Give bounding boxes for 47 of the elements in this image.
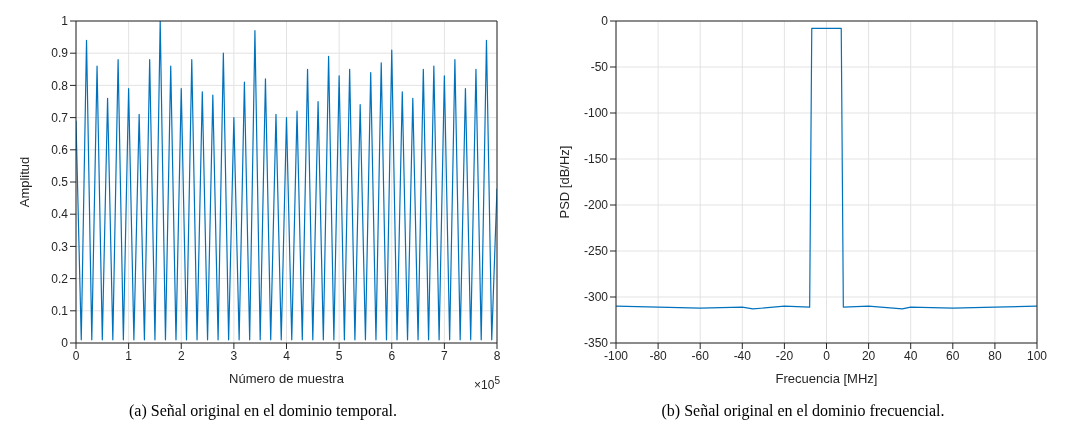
x-tick-label: 4 (283, 348, 291, 363)
y-tick-label: 0.2 (51, 271, 69, 286)
x-tick-label: 2 (177, 348, 185, 363)
x-tick-label: -20 (775, 348, 794, 363)
x-tick-label: 6 (388, 348, 396, 363)
y-tick-label: -300 (583, 290, 609, 305)
y-axis-title: Amplitud (16, 156, 32, 208)
y-tick-label: 0.4 (51, 207, 69, 222)
x-tick-label: 80 (988, 348, 1002, 363)
y-tick-label: 0.7 (51, 110, 69, 125)
x-tick-label: 7 (441, 348, 449, 363)
x-tick-label: 8 (493, 348, 501, 363)
x-tick-label: 5 (335, 348, 343, 363)
y-tick-label: -250 (583, 244, 609, 259)
x-tick-label: 40 (904, 348, 918, 363)
x-tick-label: 60 (946, 348, 960, 363)
y-tick-label: -150 (583, 152, 609, 167)
y-tick-label: 0 (601, 14, 609, 29)
y-tick-label: 0.9 (51, 46, 69, 61)
x-tick-label: 1 (125, 348, 133, 363)
line-series (616, 27, 1037, 310)
text: (a) Señal original en el dominio temporal. (128, 402, 398, 420)
y-tick-label: 0.5 (51, 175, 69, 190)
x-tick-label: 3 (230, 348, 238, 363)
y-tick-label: 0.6 (51, 143, 69, 158)
x-tick-label: -40 (733, 348, 752, 363)
y-tick-label: -50 (590, 60, 609, 75)
y-tick-label: 0.8 (51, 78, 69, 93)
x-tick-label: 0 (823, 348, 831, 363)
y-tick-label: -100 (583, 106, 609, 121)
x-tick-label: 0 (72, 348, 80, 363)
text: ×10$^{5}$ (474, 375, 500, 392)
text: (b) Señal original en el dominio frecuencial. (660, 402, 946, 420)
x-tick-label: -80 (649, 348, 668, 363)
x-axis-title: Frecuencia [MHz] (775, 371, 878, 386)
x-axis-title: Número de muestra (229, 371, 345, 386)
x-tick-label: 100 (1026, 348, 1048, 363)
x-tick-label: -60 (691, 348, 710, 363)
y-tick-label: 0.3 (51, 239, 69, 254)
y-tick-label: 0 (61, 336, 69, 351)
x-tick-label: -100 (603, 348, 629, 363)
y-tick-label: 0.1 (51, 304, 69, 319)
x-tick-label: 20 (861, 348, 876, 363)
y-tick-label: 1 (61, 14, 69, 29)
y-axis-title: PSD [dB/Hz] (556, 145, 572, 219)
y-tick-label: -350 (583, 336, 609, 351)
y-tick-label: -200 (583, 198, 609, 213)
